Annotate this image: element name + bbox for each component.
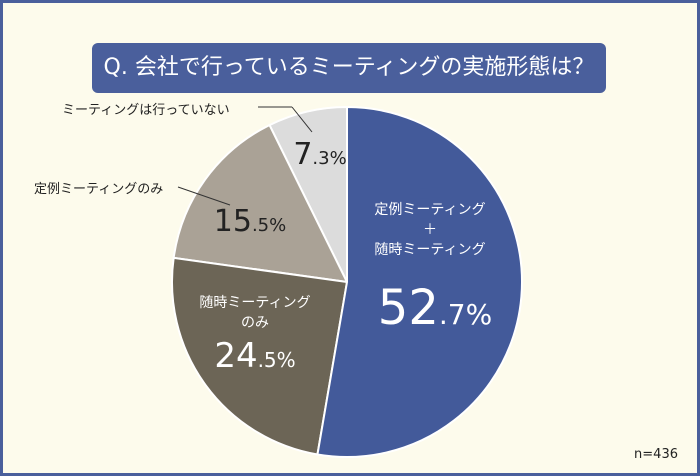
sample-size: n=436 bbox=[634, 447, 678, 462]
callout-line bbox=[177, 186, 231, 206]
pie-slice-2 bbox=[172, 123, 349, 284]
value-dec: .7% bbox=[438, 298, 493, 331]
slice-value-adhoc: 24.5% bbox=[185, 336, 325, 376]
label-line: 定例ミーティング bbox=[374, 202, 486, 218]
label-line: 随時ミーティング bbox=[199, 295, 311, 311]
slice-label-none: ミーティングは行っていない bbox=[62, 103, 230, 118]
pie-slice-1 bbox=[171, 256, 349, 456]
slice-value-none: 7.3% bbox=[280, 137, 360, 172]
slice-value-both: 52.7% bbox=[360, 280, 510, 336]
slice-label-adhoc: 随時ミーティング のみ bbox=[185, 293, 325, 333]
value-dec: .3% bbox=[312, 148, 347, 169]
value-int: 52 bbox=[377, 280, 439, 336]
pie-slice-0 bbox=[316, 105, 523, 458]
callout-line bbox=[291, 106, 313, 133]
slice-value-regular: 15.5% bbox=[190, 204, 310, 239]
label-plus: ＋ bbox=[423, 222, 437, 238]
slice-label-regular: 定例ミーティングのみ bbox=[34, 182, 164, 197]
label-line: 随時ミーティング bbox=[374, 242, 486, 258]
value-int: 15 bbox=[213, 204, 252, 239]
value-dec: .5% bbox=[251, 215, 287, 236]
value-int: 24 bbox=[214, 336, 258, 376]
label-line: のみ bbox=[241, 315, 269, 331]
chart-title: Q. 会社で行っているミーティングの実施形態は？ bbox=[92, 43, 606, 93]
value-int: 7 bbox=[293, 137, 313, 172]
slice-label-both: 定例ミーティング ＋ 随時ミーティング bbox=[350, 200, 510, 260]
value-dec: .5% bbox=[257, 348, 296, 372]
